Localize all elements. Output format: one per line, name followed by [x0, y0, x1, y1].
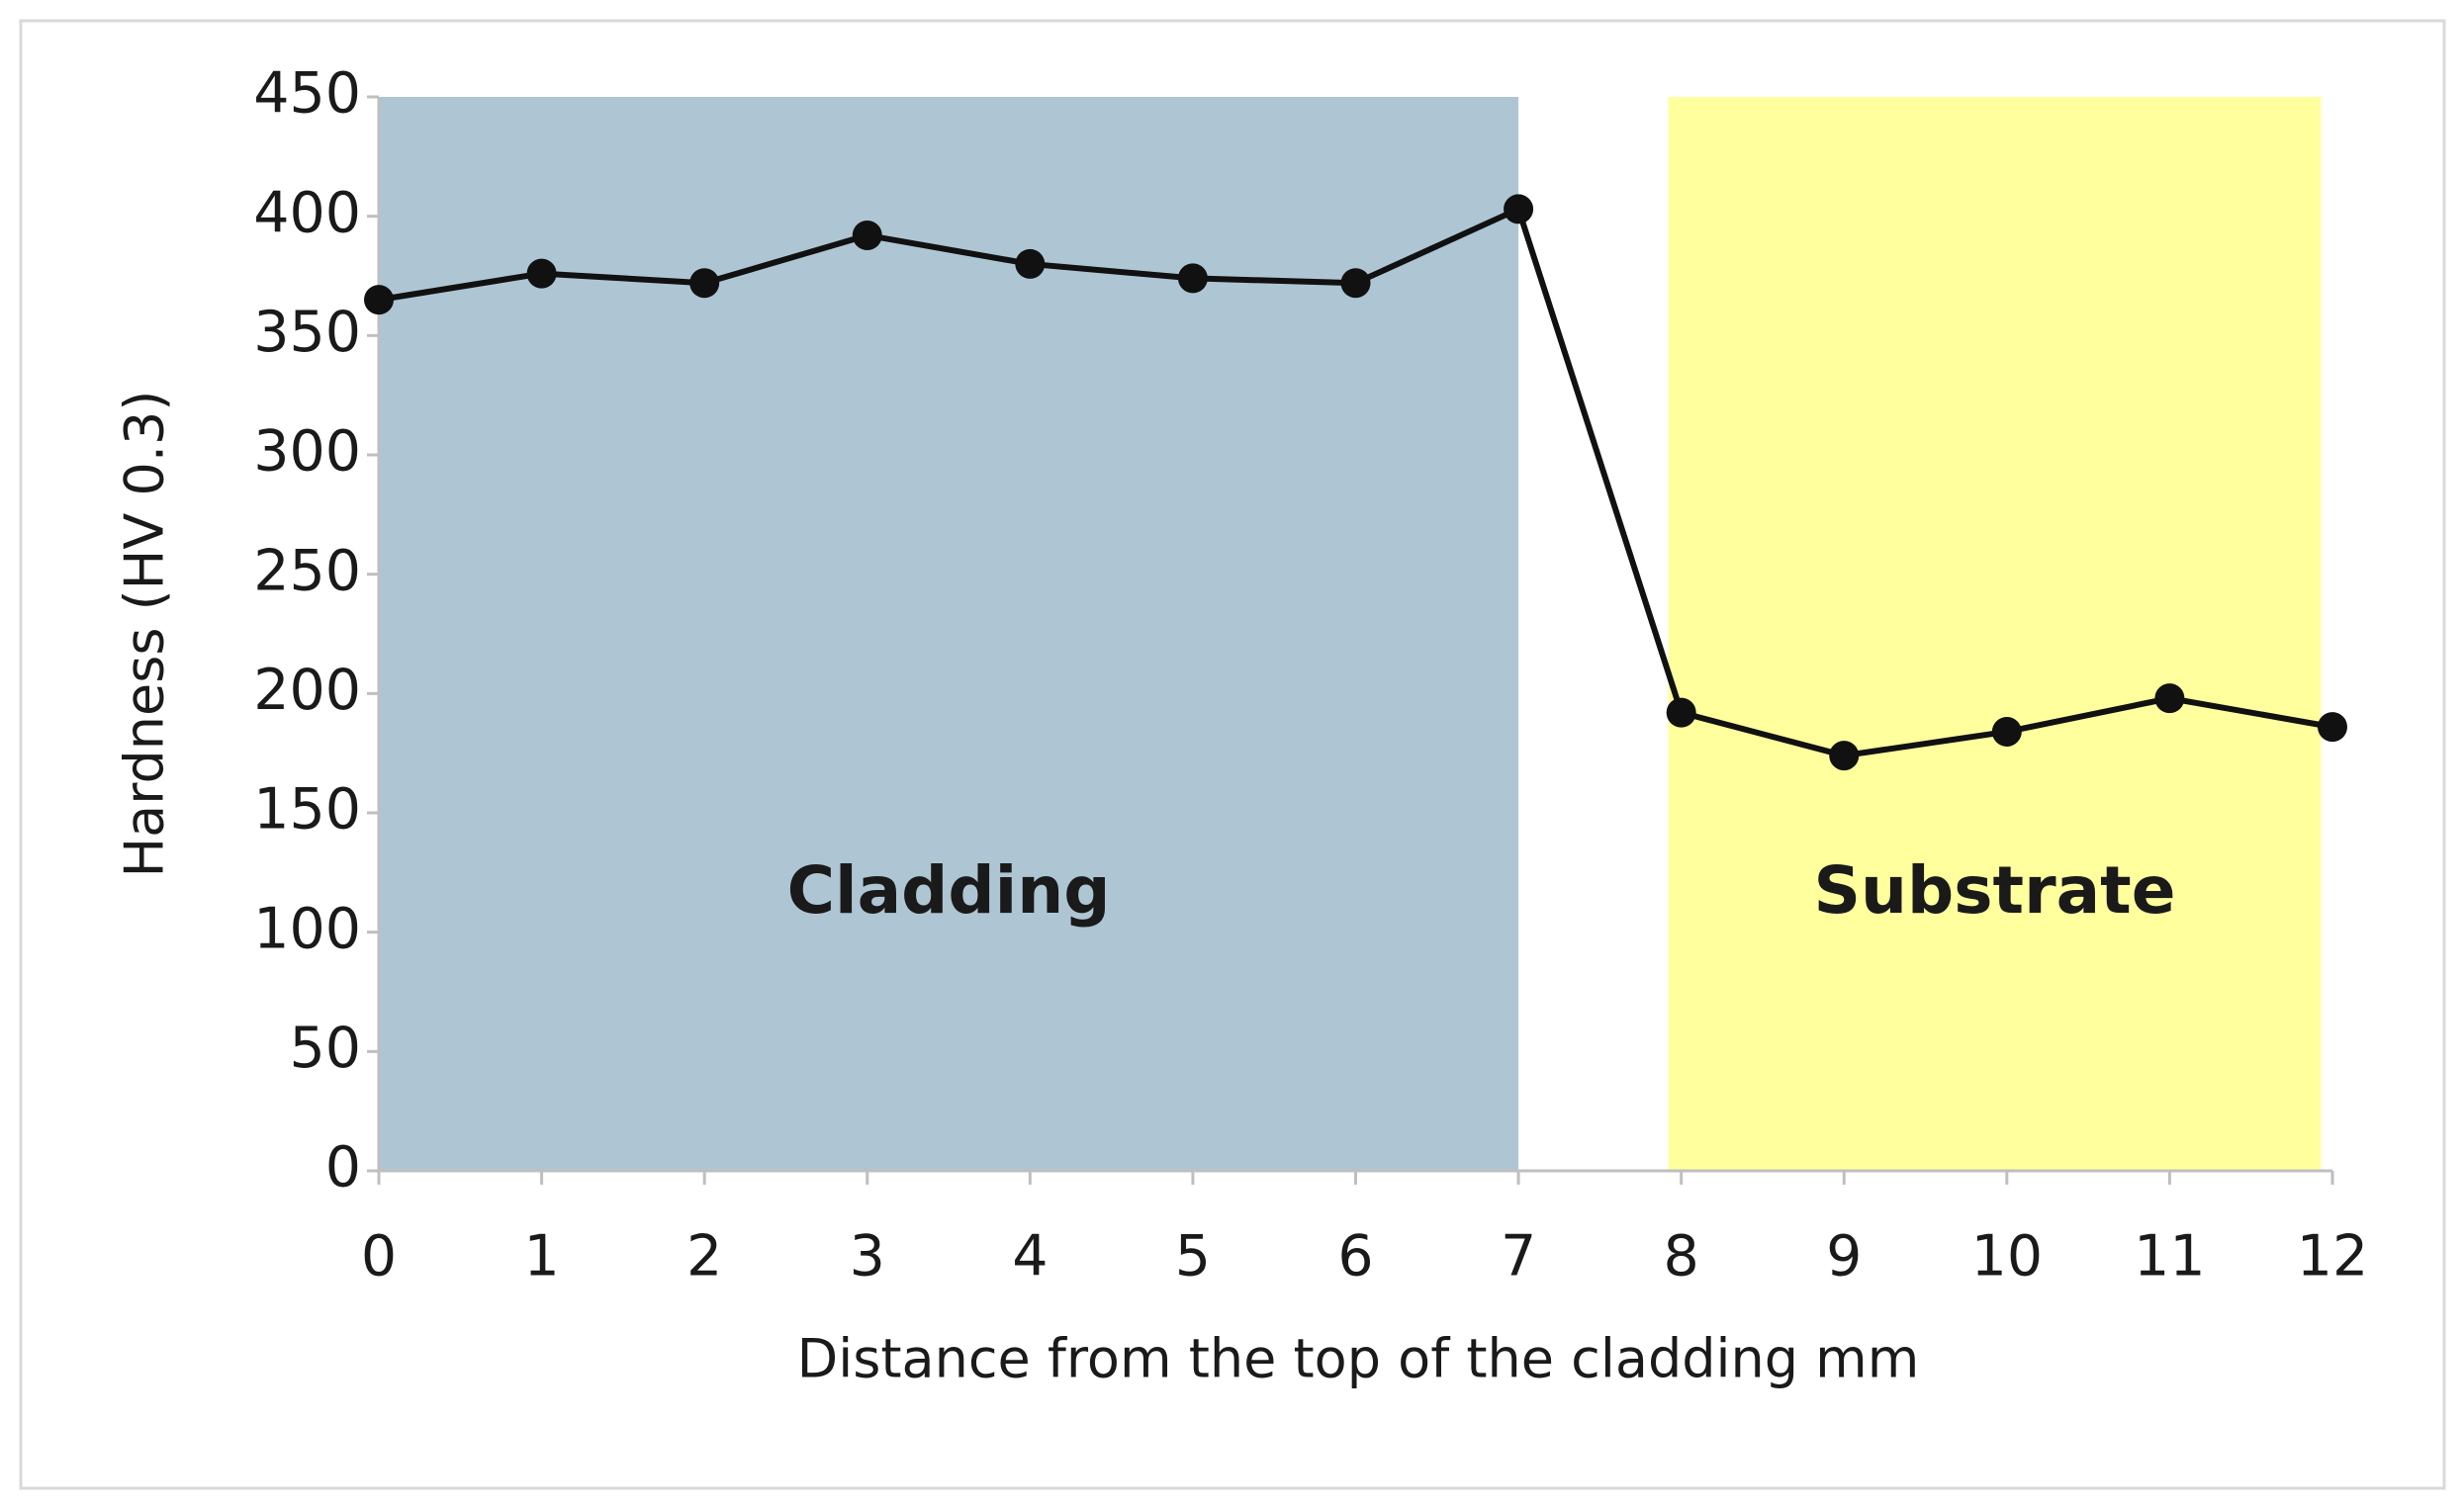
y-tick-label: 250 — [253, 538, 361, 603]
point — [2318, 712, 2347, 743]
y-tick-label: 50 — [289, 1016, 361, 1081]
x-tick-label: 5 — [1175, 1224, 1211, 1289]
x-tick-label: 4 — [1012, 1224, 1048, 1289]
region-label: Cladding — [787, 852, 1111, 929]
x-tick-label: 3 — [850, 1224, 885, 1289]
region — [1668, 97, 2322, 1171]
point — [852, 220, 882, 250]
y-tick-label: 100 — [253, 896, 361, 961]
x-tick-label: 10 — [1971, 1224, 2044, 1289]
x-tick-label: 12 — [2297, 1224, 2369, 1289]
x-tick-label: 1 — [523, 1224, 559, 1289]
y-tick-label: 400 — [253, 180, 361, 245]
point — [1666, 697, 1696, 728]
point — [1504, 194, 1534, 224]
x-tick-label: 9 — [1826, 1224, 1862, 1289]
point — [689, 268, 720, 299]
point — [2154, 683, 2185, 714]
x-tick-label: 8 — [1664, 1224, 1699, 1289]
point — [1991, 716, 2022, 747]
x-tick-label: 11 — [2134, 1224, 2206, 1289]
y-tick-label: 300 — [253, 419, 361, 485]
point — [1015, 248, 1046, 279]
x-tick-label: 7 — [1501, 1224, 1536, 1289]
x-tick-label: 0 — [361, 1224, 397, 1289]
y-axis-title: Hardness (HV 0.3) — [114, 391, 176, 878]
y-tick-label: 150 — [253, 777, 361, 843]
region-label: Substrate — [1813, 852, 2175, 929]
point — [1340, 268, 1371, 299]
point — [364, 285, 394, 315]
point — [1829, 741, 1860, 771]
point — [526, 258, 557, 289]
y-tick-label: 350 — [253, 300, 361, 365]
x-tick-label: 2 — [686, 1224, 722, 1289]
x-axis-title: Distance from the top of the cladding mm — [797, 1328, 1920, 1390]
y-tick-label: 0 — [325, 1135, 361, 1200]
y-tick-label: 450 — [253, 61, 361, 127]
x-tick-label: 6 — [1337, 1224, 1373, 1289]
region — [379, 97, 1519, 1171]
point — [1177, 263, 1208, 294]
y-tick-label: 200 — [253, 658, 361, 723]
